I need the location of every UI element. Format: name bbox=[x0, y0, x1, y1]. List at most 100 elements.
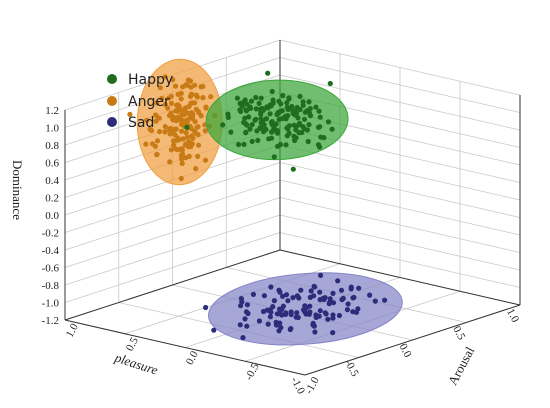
point-anger bbox=[157, 129, 163, 135]
point-happy bbox=[280, 93, 286, 99]
point-anger bbox=[168, 93, 174, 99]
point-happy bbox=[220, 122, 226, 128]
point-anger bbox=[175, 147, 181, 153]
point-happy bbox=[286, 130, 292, 136]
point-happy bbox=[293, 123, 299, 129]
point-happy bbox=[300, 124, 306, 130]
point-happy bbox=[255, 137, 261, 143]
point-happy bbox=[305, 138, 311, 145]
point-happy bbox=[241, 141, 247, 147]
point-sad bbox=[290, 295, 296, 301]
point-sad bbox=[294, 310, 300, 316]
point-anger bbox=[173, 83, 179, 89]
point-anger bbox=[195, 124, 201, 130]
point-sad bbox=[276, 287, 282, 293]
point-anger bbox=[178, 96, 184, 102]
legend-label-sad: Sad bbox=[128, 115, 154, 131]
point-anger bbox=[153, 118, 159, 124]
point-anger bbox=[150, 141, 156, 147]
point-anger bbox=[179, 160, 185, 166]
point-happy bbox=[306, 122, 312, 128]
y-tick-label: 0.5 bbox=[124, 335, 141, 353]
point-anger bbox=[147, 126, 153, 132]
point-anger bbox=[186, 153, 192, 159]
grid-line bbox=[64, 179, 281, 251]
legend-marker-anger bbox=[107, 96, 117, 106]
point-anger bbox=[127, 111, 133, 117]
point-sad bbox=[264, 307, 270, 313]
legend-label-happy: Happy bbox=[128, 72, 173, 88]
point-happy bbox=[249, 138, 255, 144]
z-tick-label: 0.4 bbox=[45, 175, 59, 187]
point-sad bbox=[211, 327, 217, 333]
point-happy bbox=[290, 166, 296, 172]
point-sad bbox=[240, 335, 246, 341]
point-happy bbox=[246, 114, 252, 120]
points-happy bbox=[184, 70, 335, 172]
tick-labels: 1.2 1.0 0.8 0.6 0.4 0.2 0.0 -0.2 -0.4 -0.6 -0.8 -1.… bbox=[42, 105, 522, 397]
point-happy bbox=[269, 129, 275, 135]
point-sad bbox=[345, 301, 351, 307]
point-anger bbox=[162, 101, 168, 108]
y-tick-label: 0.0 bbox=[184, 349, 201, 367]
point-happy bbox=[253, 106, 259, 112]
point-sad bbox=[336, 312, 342, 319]
z-axis-label: Dominance bbox=[10, 160, 25, 220]
legend-item-happy: Happy bbox=[107, 72, 173, 88]
grid-line bbox=[279, 39, 521, 96]
point-happy bbox=[184, 124, 190, 130]
point-anger bbox=[176, 104, 182, 111]
point-anger bbox=[179, 146, 185, 152]
point-sad bbox=[237, 322, 243, 328]
point-happy bbox=[292, 112, 298, 118]
point-anger bbox=[162, 129, 168, 135]
point-anger bbox=[184, 134, 190, 140]
point-sad bbox=[382, 297, 388, 303]
point-sad bbox=[353, 309, 360, 315]
point-happy bbox=[316, 108, 322, 114]
y-tick-label: -1.0 bbox=[303, 375, 322, 396]
grid-line bbox=[304, 304, 521, 376]
grid-line bbox=[64, 249, 281, 321]
point-sad bbox=[274, 311, 280, 317]
point-sad bbox=[311, 293, 317, 299]
point-sad bbox=[302, 303, 308, 309]
z-tick-label: 1.2 bbox=[45, 105, 59, 117]
point-happy bbox=[247, 126, 253, 132]
point-happy bbox=[279, 108, 285, 114]
point-sad bbox=[326, 301, 332, 307]
point-sad bbox=[339, 297, 345, 303]
point-anger bbox=[178, 152, 184, 158]
points-sad bbox=[203, 272, 388, 341]
point-happy bbox=[249, 122, 255, 128]
point-sad bbox=[283, 310, 289, 316]
point-anger bbox=[193, 106, 199, 112]
point-happy bbox=[297, 106, 303, 113]
point-happy bbox=[288, 106, 294, 112]
point-anger bbox=[167, 159, 173, 165]
grid-line bbox=[279, 162, 521, 218]
grid-line bbox=[279, 249, 521, 306]
point-anger bbox=[174, 116, 180, 122]
point-happy bbox=[258, 95, 264, 101]
point-happy bbox=[304, 108, 310, 114]
point-happy bbox=[260, 107, 266, 114]
point-happy bbox=[307, 113, 314, 119]
legend: Happy Anger Sad bbox=[107, 72, 173, 131]
point-anger bbox=[195, 153, 201, 159]
point-happy bbox=[301, 116, 308, 122]
point-happy bbox=[248, 98, 255, 104]
point-anger bbox=[185, 77, 191, 83]
point-happy bbox=[327, 80, 333, 87]
point-sad bbox=[335, 278, 341, 284]
point-happy bbox=[258, 116, 264, 122]
point-sad bbox=[245, 310, 251, 317]
x-axis-label: pleasure bbox=[112, 349, 160, 377]
grid-line bbox=[64, 197, 281, 268]
point-happy bbox=[267, 111, 273, 117]
grid-line bbox=[279, 57, 521, 113]
point-anger bbox=[189, 115, 196, 121]
legend-item-anger: Anger bbox=[107, 94, 170, 110]
point-anger bbox=[183, 141, 189, 147]
